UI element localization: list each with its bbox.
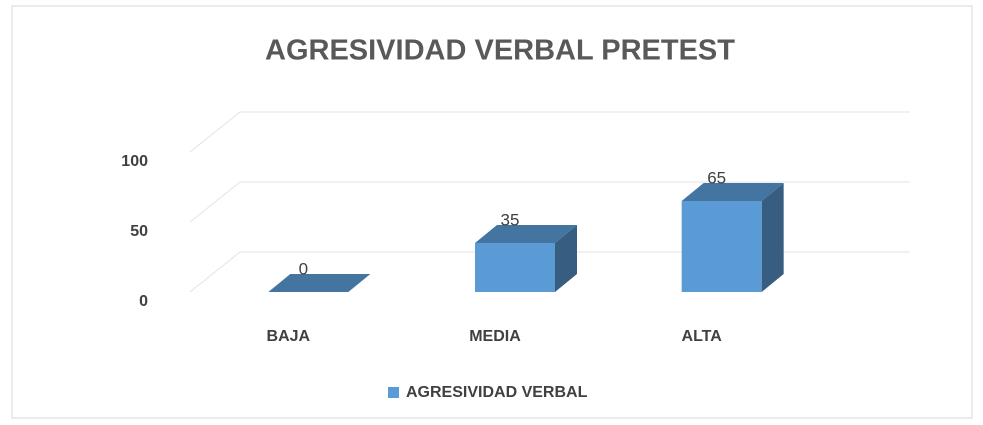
bar-top: [475, 225, 577, 243]
bar: [268, 274, 371, 292]
y-tick-label: 50: [130, 223, 148, 240]
bar: [475, 225, 577, 292]
bar: [681, 183, 784, 292]
x-tick-label: MEDIA: [469, 328, 521, 345]
value-label: 65: [707, 168, 726, 187]
bar-side: [555, 225, 577, 292]
chart-border: [11, 5, 973, 419]
y-tick-label: 100: [121, 153, 148, 170]
grid-line: [189, 111, 241, 153]
y-tick-label: 0: [139, 293, 148, 310]
grid-line: [189, 251, 241, 293]
grid-line: [189, 181, 241, 223]
value-label: 0: [299, 259, 308, 278]
bar-front: [681, 201, 762, 292]
bar-top: [268, 274, 371, 292]
x-tick-label: ALTA: [682, 328, 723, 345]
x-tick-label: BAJA: [267, 328, 311, 345]
legend-swatch: [388, 387, 399, 398]
legend-label: AGRESIVIDAD VERBAL: [406, 384, 588, 401]
value-label: 35: [501, 210, 520, 229]
bar-front: [475, 243, 555, 292]
bar-side: [761, 183, 784, 292]
chart-title: AGRESIVIDAD VERBAL PRETEST: [265, 35, 735, 67]
bar-top: [681, 183, 784, 201]
